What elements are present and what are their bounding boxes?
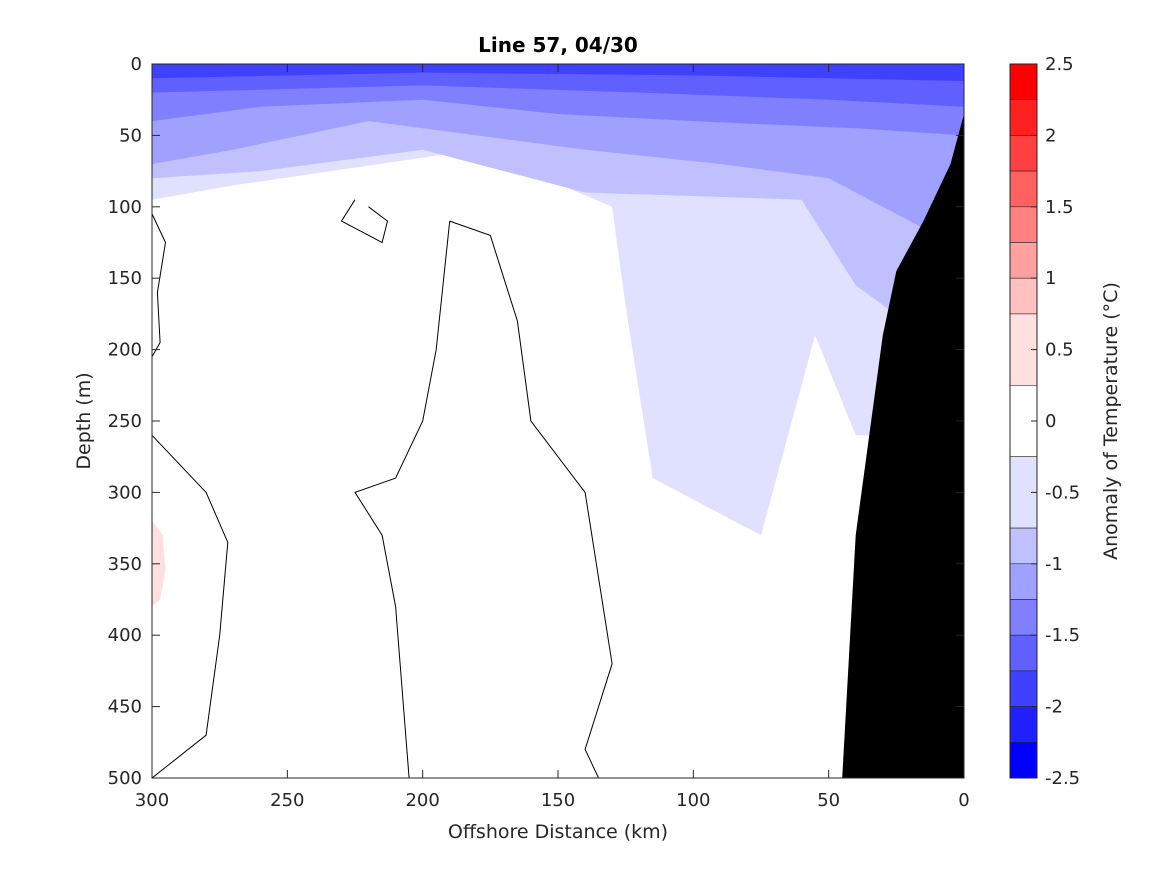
colorbar-swatch xyxy=(1009,670,1038,707)
y-tick-label: 100 xyxy=(108,197,142,218)
colorbar-tick-label: -0.5 xyxy=(1045,482,1080,503)
y-tick-label: 450 xyxy=(108,697,142,718)
y-tick-label: 400 xyxy=(108,625,142,646)
colorbar-swatch xyxy=(1009,99,1038,136)
colorbar-label: Anomaly of Temperature (°C) xyxy=(1100,282,1122,560)
zero-contour-line xyxy=(152,434,229,778)
y-tick-label: 50 xyxy=(119,125,142,146)
x-axis-label: Offshore Distance (km) xyxy=(448,821,668,843)
colorbar-tick-label: 0 xyxy=(1045,411,1056,432)
colorbar-tick-label: 1 xyxy=(1045,268,1056,289)
colorbar-swatch xyxy=(1009,277,1038,315)
colorbar-swatch xyxy=(1009,563,1038,600)
y-axis-label: Depth (m) xyxy=(73,372,95,469)
colorbar-tick-label: -1.5 xyxy=(1045,625,1080,646)
chart-title: Line 57, 04/30 xyxy=(478,33,638,57)
zero-contour-line xyxy=(152,213,167,357)
colorbar-tick-label: 1.5 xyxy=(1045,197,1074,218)
y-tick-label: 200 xyxy=(108,340,142,361)
y-tick-label: 500 xyxy=(108,768,142,789)
colorbar-tick-label: 2 xyxy=(1045,125,1056,146)
colorbar-swatch xyxy=(1009,527,1038,565)
x-tick-label: 0 xyxy=(958,790,969,811)
y-axis: 0 50 100 150 200 250 300 350 400 450 500 xyxy=(108,54,964,789)
colorbar-swatch xyxy=(1009,170,1038,208)
plot-area xyxy=(151,63,965,779)
x-axis: 300 250 200 150 100 50 0 xyxy=(135,64,970,811)
zero-contour-line xyxy=(449,220,613,778)
colorbar-tick-label: -2 xyxy=(1045,697,1063,718)
x-tick-label: 200 xyxy=(405,790,439,811)
contour-fill--2 xyxy=(152,64,964,82)
x-tick-label: 100 xyxy=(676,790,710,811)
colorbar-swatch xyxy=(1009,206,1038,243)
zero-contours xyxy=(152,199,613,778)
colorbar-tick-label: 2.5 xyxy=(1045,54,1074,75)
y-tick-label: 0 xyxy=(131,54,142,75)
colorbar-swatch xyxy=(1009,135,1038,172)
colorbar-swatch xyxy=(1009,63,1038,101)
zero-contour-line xyxy=(340,199,389,244)
zero-contour-line xyxy=(354,221,451,778)
y-tick-label: 150 xyxy=(108,268,142,289)
x-tick-label: 150 xyxy=(541,790,575,811)
y-tick-label: 300 xyxy=(108,482,142,503)
colorbar: 2.5 2 1.5 1 0.5 0 -0.5 -1 -1.5 -2 -2.5 xyxy=(1009,54,1080,789)
colorbar-tick-label: 0.5 xyxy=(1045,340,1074,361)
colorbar-tick-label: -1 xyxy=(1045,554,1063,575)
x-tick-label: 300 xyxy=(135,790,169,811)
y-tick-label: 350 xyxy=(108,554,142,575)
colorbar-swatch xyxy=(1009,634,1038,672)
colorbar-swatch xyxy=(1009,741,1038,779)
x-tick-label: 50 xyxy=(817,790,840,811)
colorbar-swatch xyxy=(1009,242,1038,279)
colorbar-tick-label: -2.5 xyxy=(1045,768,1080,789)
colorbar-swatch xyxy=(1009,706,1038,743)
colorbar-swatch xyxy=(1009,599,1038,636)
seafloor-mask xyxy=(842,114,964,778)
anomaly-regions xyxy=(152,64,964,607)
bathymetry xyxy=(842,114,964,778)
x-tick-label: 250 xyxy=(270,790,304,811)
y-tick-label: 250 xyxy=(108,411,142,432)
